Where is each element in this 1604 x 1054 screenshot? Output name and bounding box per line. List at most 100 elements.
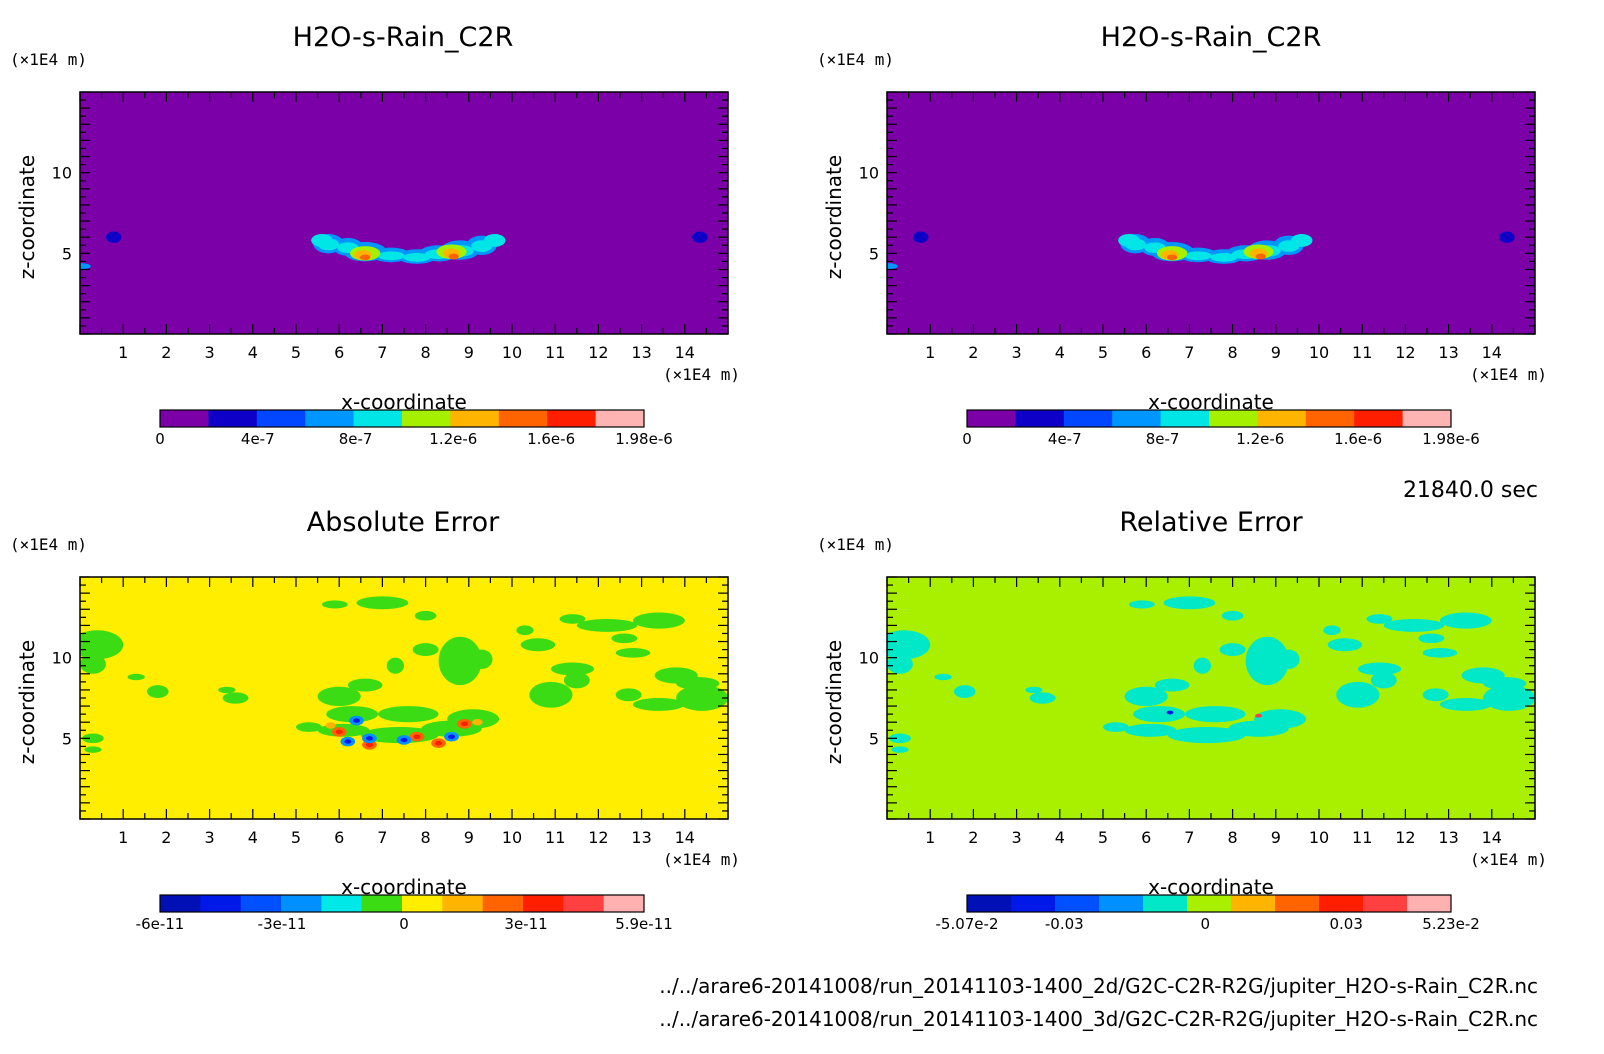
x-tick-label: 9: [1271, 828, 1281, 847]
y-unit-label: (×1E4 m): [817, 50, 894, 69]
axis-ticks: [79, 576, 729, 820]
colorbar-label: 1.2e-6: [1236, 430, 1284, 448]
colorbar-swatch: [498, 410, 548, 427]
x-tick-label: 8: [421, 343, 431, 362]
positive-error: [472, 718, 483, 726]
x-tick-label: 3: [205, 343, 215, 362]
negative-extreme: [1166, 710, 1174, 715]
colorbar-swatch: [1319, 895, 1364, 912]
negative-error-peak: [344, 739, 352, 744]
colorbar-swatch: [595, 410, 645, 427]
colorbar-label: 1.98e-6: [1422, 430, 1480, 448]
y-tick-label: 5: [869, 729, 879, 748]
y-axis-label: z-coordinate: [15, 155, 39, 279]
error-patch: [891, 746, 909, 753]
rain-blob: [105, 231, 122, 243]
colorbar-swatch: [1187, 895, 1232, 912]
x-tick-label: 7: [1184, 828, 1194, 847]
error-patch: [1025, 686, 1043, 694]
file-path: ../../arare6-20141008/run_20141103-1400_…: [659, 1007, 1538, 1031]
x-unit-label: (×1E4 m): [1470, 850, 1547, 869]
heatmap-field: [887, 92, 1535, 334]
x-tick-label: 10: [502, 343, 522, 362]
error-patch: [563, 672, 590, 689]
y-tick-label: 10: [52, 164, 72, 183]
x-tick-label: 6: [334, 828, 344, 847]
colorbar-frame: [966, 894, 1452, 913]
x-tick-label: 12: [1395, 343, 1415, 362]
colorbar-swatch: [1143, 895, 1188, 912]
positive-error-peak: [461, 721, 468, 727]
x-unit-label: (×1E4 m): [1470, 365, 1547, 384]
error-patch: [1277, 649, 1300, 669]
rain-cell-mid: [377, 251, 405, 261]
x-tick-label: 8: [421, 828, 431, 847]
rain-blob: [887, 263, 898, 270]
error-patch: [1185, 706, 1246, 723]
y-unit-label: (×1E4 m): [10, 50, 87, 69]
error-patch: [1323, 625, 1341, 636]
panel-3: Absolute Error(×1E4 m)1 2 3 4 5 6 7 8 9 10 11 12 13 1…: [10, 507, 740, 933]
error-patch: [520, 638, 556, 652]
colorbar-swatch: [1099, 895, 1144, 912]
colorbar-swatch: [1305, 410, 1355, 427]
error-patch: [1103, 722, 1129, 732]
colorbar-swatch: [523, 895, 564, 912]
error-patch: [1370, 672, 1397, 689]
colorbar-label: 0: [962, 430, 972, 448]
x-tick-label: 6: [1141, 828, 1151, 847]
time-label: 21840.0 sec: [1403, 478, 1538, 503]
y-axis-label: z-coordinate: [822, 155, 846, 279]
colorbar-swatch: [240, 895, 282, 912]
colorbar-swatch: [1257, 410, 1307, 427]
x-tick-label: 14: [675, 343, 695, 362]
colorbar-swatch: [563, 895, 605, 912]
error-patch: [1483, 685, 1535, 711]
positive-error: [325, 722, 336, 729]
colorbar-label: 1.2e-6: [429, 430, 477, 448]
colorbar-label: 0: [155, 430, 165, 448]
x-tick-label: 3: [1012, 343, 1022, 362]
rain-cell-max: [1166, 254, 1178, 261]
negative-error-peak: [365, 736, 373, 741]
x-tick-label: 8: [1228, 828, 1238, 847]
file-path: ../../arare6-20141008/run_20141103-1400_…: [659, 974, 1538, 998]
error-patch: [1029, 692, 1056, 704]
colorbar-swatch: [1112, 410, 1161, 427]
error-patch: [1357, 662, 1402, 676]
panel-1: H2O-s-Rain_C2R(×1E4 m)1 2 3 4 5 6 7 8 9 10 11 12 13 1…: [10, 22, 740, 448]
x-tick-label: 4: [248, 343, 258, 362]
colorbar-label: 8e-7: [339, 430, 373, 448]
error-patch: [378, 706, 439, 723]
error-patch: [632, 612, 685, 629]
colorbar-swatch: [160, 895, 201, 912]
colorbar-swatch: [1363, 895, 1408, 912]
rain-blob: [80, 263, 91, 270]
error-patch: [889, 733, 911, 744]
x-tick-label: 9: [464, 828, 474, 847]
colorbar-label: -6e-11: [136, 915, 185, 933]
error-patch: [222, 692, 249, 704]
error-patch: [218, 686, 236, 694]
colorbar-swatch: [1402, 410, 1452, 427]
error-patch: [1418, 633, 1445, 644]
colorbar-swatch: [1015, 410, 1065, 427]
error-patch: [82, 733, 104, 744]
colorbar-swatch: [281, 895, 322, 912]
field-background: [80, 92, 728, 334]
error-patch: [1439, 612, 1492, 629]
error-patch: [1439, 698, 1492, 711]
error-patch: [80, 630, 124, 660]
x-tick-label: 12: [1395, 828, 1415, 847]
colorbar-swatch: [200, 895, 242, 912]
x-tick-label: 5: [291, 343, 301, 362]
colorbar-swatch: [603, 895, 645, 912]
heatmap-field: [887, 577, 1535, 819]
error-patch: [1128, 600, 1155, 609]
heatmap-field: [80, 92, 728, 334]
x-tick-label: 6: [334, 343, 344, 362]
colorbar-swatch: [1160, 410, 1210, 427]
y-tick-label: 5: [62, 244, 72, 263]
error-patch: [80, 654, 106, 674]
y-axis-label: z-coordinate: [15, 640, 39, 764]
